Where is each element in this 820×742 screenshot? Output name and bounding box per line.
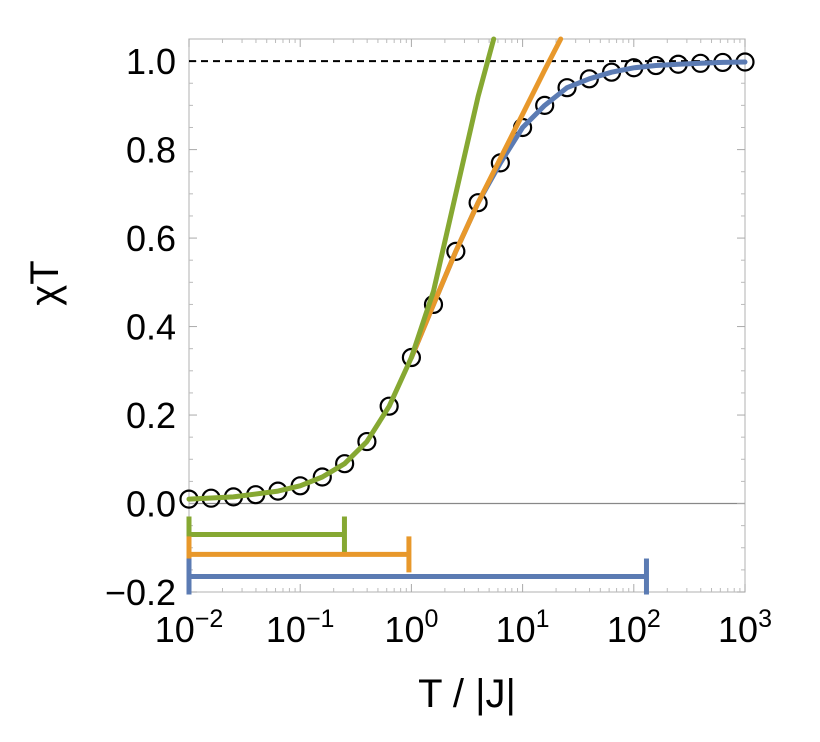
series-line (186, 36, 497, 502)
axis-ticks (188, 39, 746, 593)
tick-labels: −0.2 0.0 0.2 0.4 0.6 0.8 1.0 10−2 10−1 100 101 102 1… (105, 41, 772, 650)
data-marker (312, 467, 332, 487)
y-tick-label: 0.6 (126, 218, 176, 259)
plot-border (188, 38, 746, 593)
y-tick-label: 0.8 (126, 130, 176, 171)
range-bars (186, 516, 649, 595)
y-tick-label: 0.4 (126, 307, 176, 348)
x-axis-title: T / |J| (418, 672, 516, 716)
data-marker (535, 95, 555, 115)
x-tick-label: 102 (607, 605, 661, 650)
y-tick-label: 0.0 (126, 484, 176, 525)
y-tick-label: 1.0 (126, 41, 176, 82)
data-marker (446, 241, 466, 261)
data-marker (379, 396, 399, 416)
x-tick-label: 10−2 (155, 605, 224, 650)
x-tick-label: 101 (496, 605, 550, 650)
series-lines (186, 36, 748, 502)
data-marker (335, 454, 355, 474)
x-tick-label: 10−1 (266, 605, 335, 650)
x-tick-label: 103 (718, 605, 772, 650)
data-marker (401, 347, 421, 368)
x-tick-label: 100 (384, 605, 438, 650)
series-line (408, 59, 748, 360)
data-marker (357, 431, 377, 452)
y-axis-title: χT (23, 260, 67, 305)
y-tick-label: 0.2 (126, 395, 176, 436)
series-line (408, 36, 564, 360)
data-markers (179, 52, 755, 509)
data-marker (557, 78, 577, 98)
y-tick-label: −0.2 (105, 572, 176, 613)
data-marker (468, 193, 488, 213)
plot-frame (188, 38, 746, 593)
